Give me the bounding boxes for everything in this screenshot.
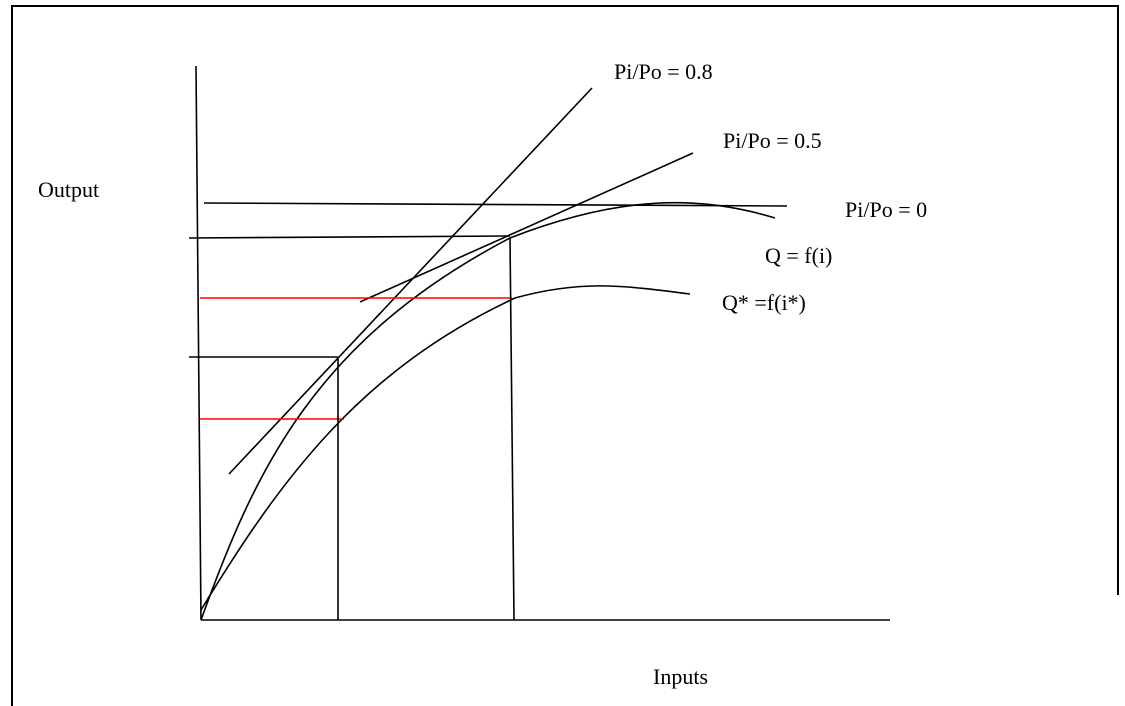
drop-line-high-input xyxy=(509,237,515,621)
ratio-05-label: Pi/Po = 0.5 xyxy=(723,128,822,153)
guide-high-output xyxy=(188,235,511,239)
line-ratio-05 xyxy=(359,152,694,303)
curve-q-label: Q = f(i) xyxy=(765,243,832,268)
ratio-08-label: Pi/Po = 0.8 xyxy=(614,59,713,84)
line-ratio-08 xyxy=(228,87,593,475)
curve-q xyxy=(200,201,776,621)
y-axis-label: Output xyxy=(38,177,99,202)
frame-border xyxy=(11,5,1119,706)
curve-qstar xyxy=(200,285,691,611)
x-axis-label: Inputs xyxy=(653,664,708,689)
y-axis xyxy=(195,65,202,621)
line-ratio-0 xyxy=(203,202,788,207)
ratio-0-label: Pi/Po = 0 xyxy=(845,197,927,222)
curve-qstar-label: Q* =f(i*) xyxy=(722,290,806,315)
